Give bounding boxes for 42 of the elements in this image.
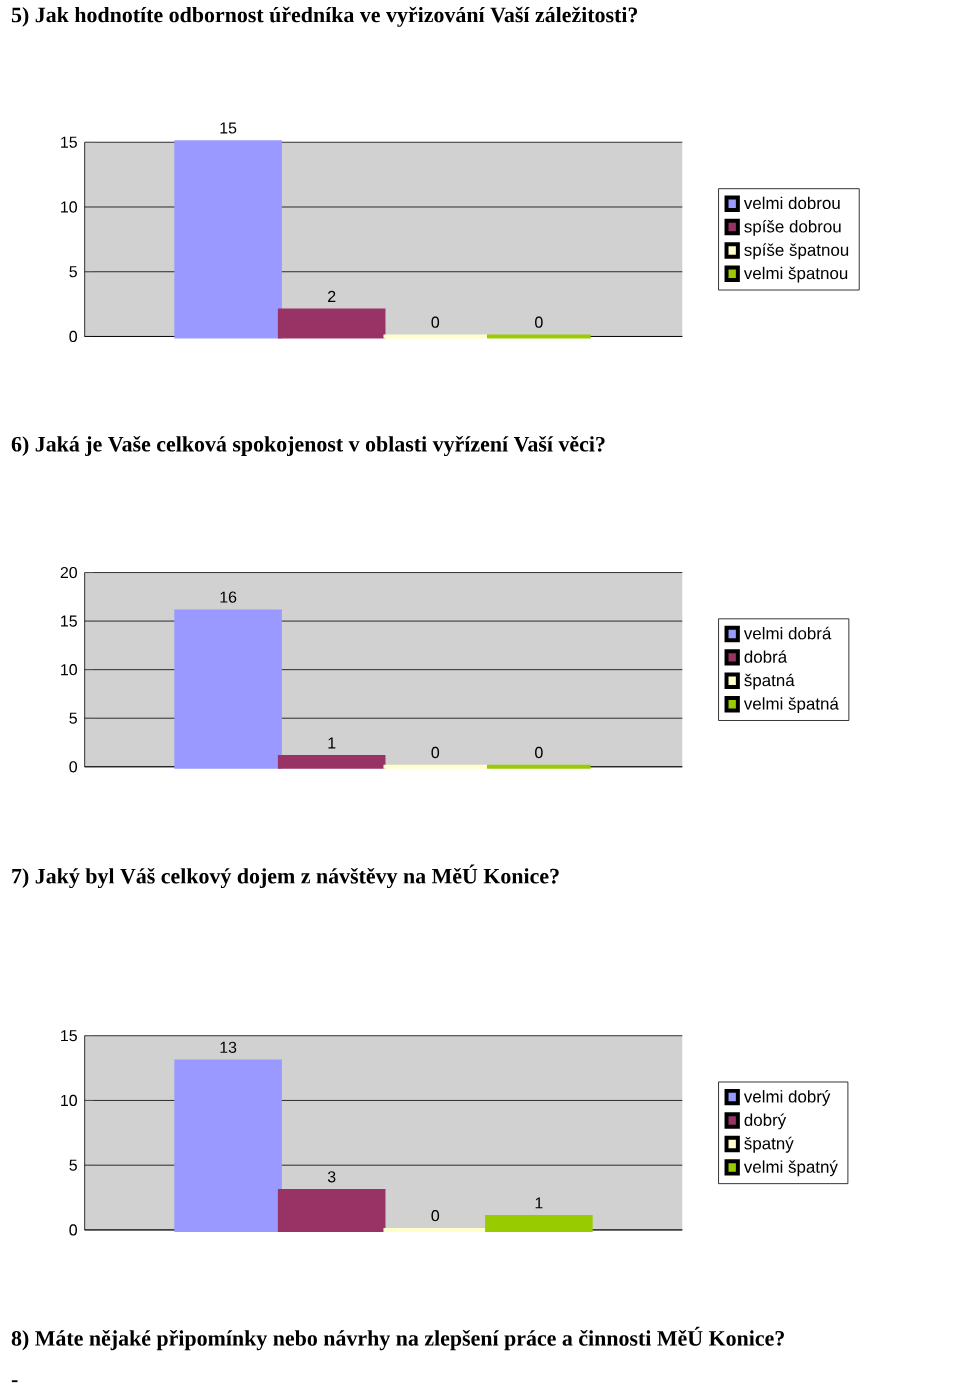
data-label: 16 [220,591,237,603]
legend-label: velmi špatný [743,1160,838,1177]
text: - [11,1380,18,1383]
legend-label: velmi dobrou [743,196,840,210]
data-label: 1 [535,1197,543,1209]
y-tick-label: 5 [69,266,77,278]
data-label: 2 [327,290,336,302]
data-label: 3 [327,1171,336,1183]
legend-label: dobrý [744,1113,787,1130]
data-label: 0 [534,316,543,328]
y-tick-label: 15 [61,1030,77,1042]
y-tick-label: 15 [61,615,77,627]
data-label: 0 [431,746,439,759]
y-tick-label: 5 [69,1159,77,1171]
chart-title: 6) Jaká je Vaše celková spokojenost v oblasti vyřízení Vaší věci? [11,435,605,457]
legend-label: špatný [744,1136,794,1153]
data-label: 0 [431,316,439,328]
chart-title: 7) Jaký byl Váš celkový dojem z návštěvy na MěÚ Konice? [12,864,559,889]
legend-label: spíše špatnou [744,243,849,260]
y-tick-label: 0 [69,1224,77,1236]
data-label: 0 [431,1210,439,1222]
y-tick-label: 20 [60,566,77,579]
legend-label: velmi špatnou [743,266,848,283]
y-tick-label: 5 [69,712,77,724]
y-tick-label: 10 [61,664,77,676]
legend-label: velmi dobrý [743,1089,831,1106]
legend-label: velmi špatná [743,697,839,714]
y-tick-label: 0 [69,761,77,773]
legend-label: špatná [744,673,795,690]
y-tick-label: 15 [61,136,77,148]
legend-label: dobrá [744,650,788,663]
data-label: 13 [220,1041,237,1053]
y-tick-label: 10 [61,201,77,213]
text: 8) Máte nějaké připomínky nebo návrhy na zlepšení práce a činnosti MěÚ Konice? [11,1326,784,1351]
data-label: 1 [328,737,336,749]
legend-label: spíše dobrou [744,219,841,236]
data-label: 15 [220,122,237,134]
data-label: 0 [534,746,543,759]
y-tick-label: 10 [61,1094,77,1107]
y-tick-label: 0 [69,330,77,343]
chart-title: 5) Jak hodnotíte odbornost úředníka ve vyřizování Vaší záležitosti? [11,6,638,27]
legend-label: velmi dobrá [743,626,832,640]
